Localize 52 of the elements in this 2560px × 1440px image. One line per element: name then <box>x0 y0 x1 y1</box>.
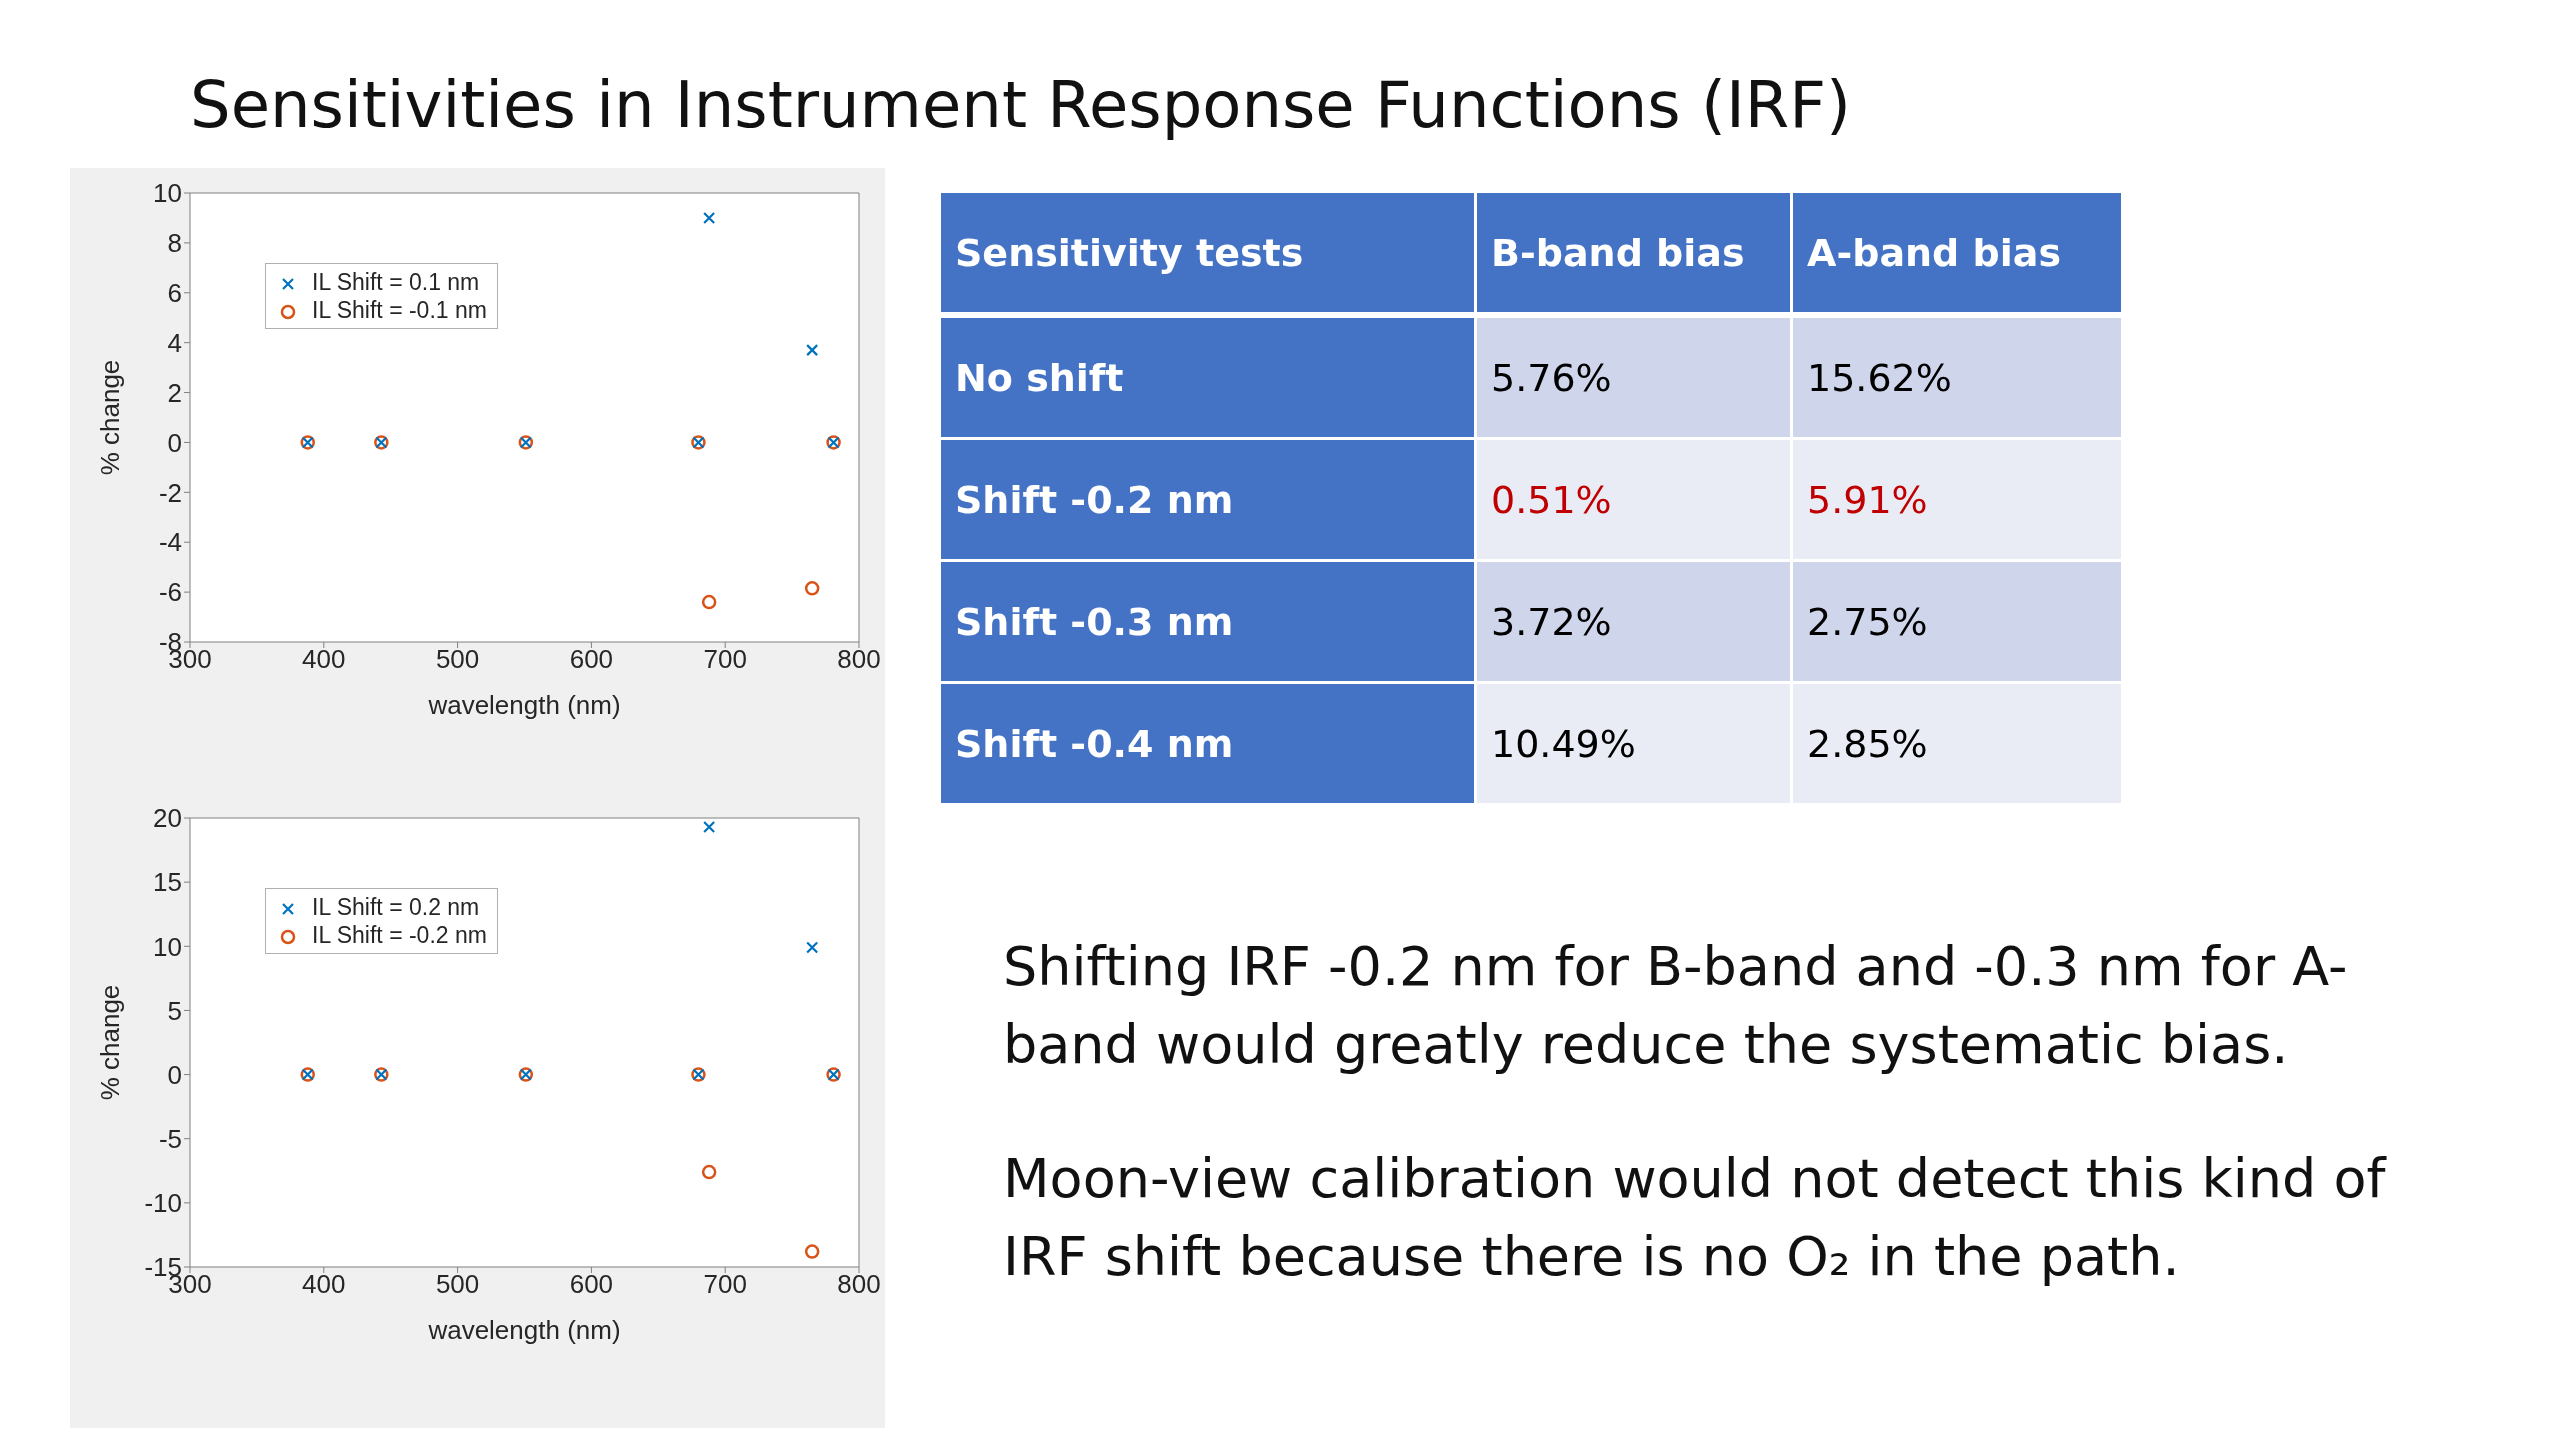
x-axis-title: wavelength (nm) <box>427 1315 621 1345</box>
x-axis-title: wavelength (nm) <box>427 690 621 720</box>
legend-label: IL Shift = -0.2 nm <box>312 922 487 948</box>
text: 5.76% <box>1491 355 1612 400</box>
y-tick-label: 2 <box>167 377 182 408</box>
text: Sensitivities in Instrument Response Functions (IRF) <box>190 68 1852 142</box>
y-axis-title: % change <box>95 984 126 1101</box>
text: Shifting IRF -0.2 nm for B-band and -0.3 nm for A-band would greatly reduce the systematic bias. <box>1003 934 2349 1078</box>
y-tick-label: 0 <box>167 427 182 458</box>
x-tick-label: 800 <box>837 1269 881 1300</box>
category-label: Sensitivity tests <box>939 191 1476 315</box>
y-tick-label: 20 <box>153 803 182 834</box>
x-tick-label: 700 <box>703 1269 747 1300</box>
category-label: No shift <box>955 355 1124 400</box>
category-label: Shift -0.4 nm <box>955 721 1234 766</box>
x-tick-label: 400 <box>302 1269 346 1300</box>
y-tick-label: -6 <box>158 577 182 608</box>
y-tick-label: 0 <box>167 1059 182 1090</box>
text: 3.72% <box>1491 599 1612 644</box>
legend-label: IL Shift = 0.1 nm <box>312 269 480 295</box>
y-tick-label: 8 <box>167 228 182 259</box>
y-tick-label: 6 <box>167 278 182 309</box>
x-tick-label: 500 <box>435 1269 480 1300</box>
y-tick-label: -2 <box>158 477 182 508</box>
text: 2.85% <box>1807 721 1928 766</box>
text: 15.62% <box>1807 355 1952 400</box>
text: 0.51% <box>1491 477 1612 522</box>
category-label: A-band bias <box>1791 191 2123 315</box>
category-label: B-band bias <box>1475 191 1792 315</box>
legend-label: IL Shift = -0.1 nm <box>312 297 487 323</box>
text: Moon-view calibration would not detect this kind of IRF shift because there is no O₂ in the path. <box>1003 1146 2388 1290</box>
category-label: Shift -0.2 nm <box>955 477 1234 522</box>
text: 5.91% <box>1807 477 1928 522</box>
category-label: Shift -0.3 nm <box>955 599 1234 644</box>
x-tick-label: 600 <box>569 644 614 675</box>
y-tick-label: -5 <box>158 1123 182 1154</box>
y-axis-title: % change <box>95 359 126 476</box>
x-tick-label: 500 <box>435 644 480 675</box>
x-tick-label: 600 <box>569 1269 614 1300</box>
text: 10.49% <box>1491 721 1636 766</box>
text: 2.75% <box>1807 599 1928 644</box>
y-tick-label: 5 <box>167 995 182 1026</box>
y-tick-label: -4 <box>158 527 182 558</box>
x-tick-label: 400 <box>302 644 346 675</box>
y-tick-label: 4 <box>167 327 182 358</box>
y-tick-label: -10 <box>144 1188 182 1219</box>
x-tick-label: 800 <box>837 644 881 675</box>
y-tick-label: 10 <box>153 178 182 209</box>
x-tick-label: 700 <box>703 644 747 675</box>
legend-label: IL Shift = 0.2 nm <box>312 894 480 920</box>
y-tick-label: 10 <box>153 931 182 962</box>
y-tick-label: 15 <box>153 867 182 898</box>
